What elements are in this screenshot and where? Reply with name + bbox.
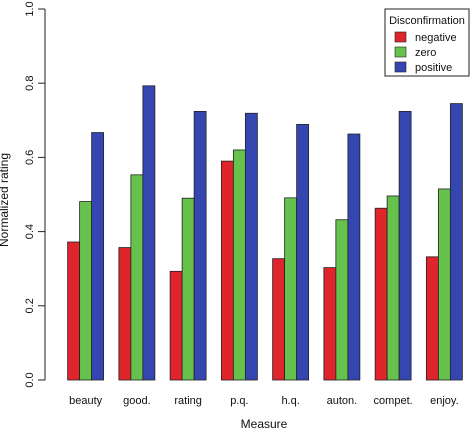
- x-tick-label: beauty: [69, 395, 103, 407]
- bar-zero-enjoy: [437, 188, 451, 381]
- legend-swatch-zero: [394, 46, 407, 58]
- bars-group: [67, 85, 463, 381]
- legend-swatch-negative: [394, 31, 407, 43]
- legend-label-positive: positive: [415, 62, 452, 74]
- legend-title: Disconfirmation: [389, 15, 465, 27]
- y-tick-label: 1.0: [24, 1, 36, 16]
- bar-zero-compet: [386, 195, 400, 381]
- x-tick-label: good.: [123, 395, 151, 407]
- bar-zero-good: [130, 174, 144, 381]
- y-axis: 0.0 0.2 0.4 0.6 0.8 1.0: [24, 1, 46, 388]
- bar-zero-beauty: [79, 201, 93, 381]
- bar-negative-rating: [169, 270, 183, 381]
- bar-zero-hq: [284, 197, 298, 381]
- bar-positive-pq: [244, 112, 258, 381]
- y-axis-label: Normalized rating: [0, 153, 11, 247]
- x-tick-label: p.q.: [230, 395, 248, 407]
- legend: Disconfirmation negative zero positive: [384, 8, 470, 77]
- x-tick-label: enjoy.: [430, 395, 459, 407]
- bar-negative-compet: [374, 207, 388, 381]
- legend-label-negative: negative: [415, 32, 457, 44]
- y-tick-label: 0.0: [24, 372, 36, 387]
- bar-positive-compet: [398, 110, 412, 381]
- bar-positive-beauty: [91, 132, 105, 381]
- y-tick-label: 0.6: [24, 150, 36, 165]
- bar-positive-enjoy: [449, 103, 463, 381]
- legend-swatch-positive: [394, 61, 407, 73]
- bar-zero-pq: [232, 149, 246, 381]
- bar-positive-good: [142, 85, 156, 381]
- x-tick-label: compet.: [374, 395, 413, 407]
- bar-zero-auton: [335, 219, 349, 381]
- bar-positive-hq: [296, 123, 310, 381]
- x-axis-label: Measure: [241, 417, 288, 431]
- x-tick-label: h.q.: [281, 395, 299, 407]
- bar-positive-auton: [347, 133, 361, 381]
- legend-label-zero: zero: [415, 47, 436, 59]
- bar-negative-beauty: [67, 241, 81, 381]
- x-tick-label: rating: [174, 395, 202, 407]
- bar-negative-pq: [220, 160, 234, 381]
- bar-negative-good: [118, 247, 132, 381]
- x-tick-label: auton.: [327, 395, 358, 407]
- bar-negative-hq: [272, 258, 286, 381]
- bar-negative-enjoy: [425, 256, 439, 381]
- bar-negative-auton: [323, 267, 337, 381]
- y-tick-label: 0.4: [24, 224, 36, 239]
- y-tick-label: 0.2: [24, 298, 36, 313]
- bar-zero-rating: [181, 197, 195, 381]
- x-tick-labels: beauty good. rating p.q. h.q. auton. compet. en…: [69, 395, 459, 407]
- y-tick-label: 0.8: [24, 76, 36, 91]
- bar-positive-rating: [193, 110, 207, 381]
